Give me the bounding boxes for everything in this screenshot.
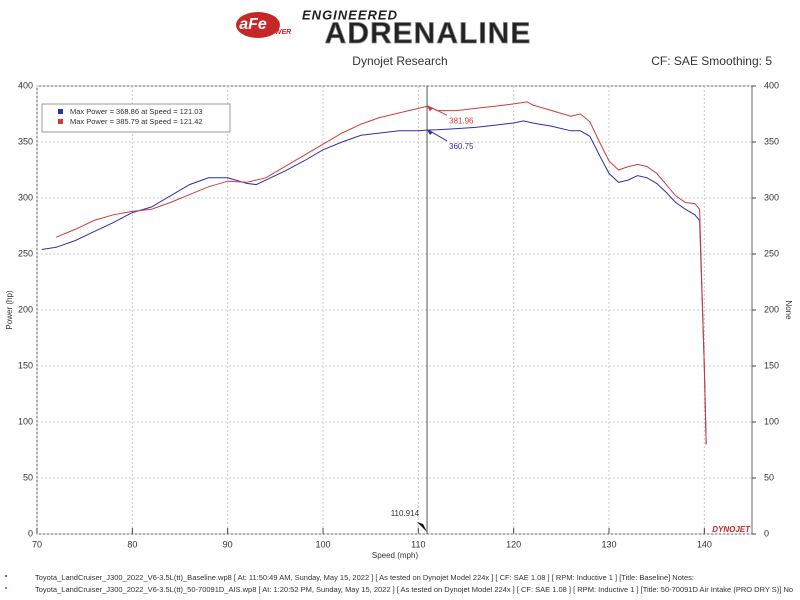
legend-label: Max Power = 368.86 at Speed = 121.03 bbox=[70, 107, 203, 116]
logo-sub: POWER bbox=[265, 29, 291, 36]
y-tick-label: 400 bbox=[18, 80, 33, 90]
y-tick-label: 200 bbox=[18, 304, 33, 314]
x-axis-label: Speed (mph) bbox=[372, 551, 419, 560]
footer-line: Toyota_LandCruiser_J300_2022_V6-3.5L(tt)… bbox=[35, 573, 694, 582]
y2-tick-label: 0 bbox=[764, 528, 769, 538]
x-tick-label: 70 bbox=[32, 539, 42, 549]
y2-tick-label: 150 bbox=[764, 360, 779, 370]
point-label-arrow bbox=[427, 129, 434, 135]
y-tick-label: 250 bbox=[18, 248, 33, 258]
legend-swatch bbox=[58, 109, 63, 114]
chart-title: Dynojet Research bbox=[352, 54, 447, 68]
y2-tick-label: 250 bbox=[764, 248, 779, 258]
x-tick-label: 90 bbox=[223, 539, 233, 549]
cursor-arrow bbox=[417, 522, 428, 532]
point-label: 360.75 bbox=[449, 142, 474, 151]
y2-tick-label: 50 bbox=[764, 472, 774, 482]
lines: 110.914 381.96 360.75 bbox=[41, 86, 707, 534]
legend-swatch bbox=[58, 119, 63, 124]
logo-text: aFe bbox=[239, 16, 267, 33]
y2-tick-label: 300 bbox=[764, 192, 779, 202]
y2-axis-label: None bbox=[784, 300, 793, 320]
legend: Max Power = 368.86 at Speed = 121.03Max … bbox=[41, 103, 231, 133]
logo: aFe POWER ENGINEERED ADRENALINE bbox=[236, 7, 532, 50]
x-tick-label: 100 bbox=[315, 539, 330, 549]
x-tick-label: 80 bbox=[127, 539, 137, 549]
point-label: 381.96 bbox=[449, 116, 474, 125]
brand: ADRENALINE bbox=[325, 17, 532, 50]
legend-label: Max Power = 385.79 at Speed = 121.42 bbox=[70, 117, 203, 126]
y-tick-label: 300 bbox=[18, 192, 33, 202]
x-tick-label: 130 bbox=[601, 539, 616, 549]
x-tick-label: 120 bbox=[506, 539, 521, 549]
y-tick-label: 350 bbox=[18, 136, 33, 146]
logo-badge bbox=[236, 12, 280, 38]
y-tick-label: 50 bbox=[23, 472, 33, 482]
footer-dot bbox=[5, 587, 7, 589]
legend-box bbox=[41, 103, 231, 133]
series-line bbox=[41, 120, 707, 445]
footer: Toyota_LandCruiser_J300_2022_V6-3.5L(tt)… bbox=[5, 573, 793, 594]
point-label-arrow bbox=[427, 106, 434, 112]
y-tick-label: 0 bbox=[28, 528, 33, 538]
cursor-label: 110.914 bbox=[391, 509, 420, 518]
y-tick-label: 150 bbox=[18, 360, 33, 370]
footer-line: Toyota_LandCruiser_J300_2022_V6-3.5L(tt)… bbox=[35, 585, 793, 594]
x-tick-label: 140 bbox=[697, 539, 712, 549]
watermark: DYNOJET bbox=[712, 525, 751, 534]
chart-subtitle: CF: SAE Smoothing: 5 bbox=[651, 54, 772, 68]
tagline: ENGINEERED bbox=[302, 7, 398, 22]
y2-tick-label: 100 bbox=[764, 416, 779, 426]
footer-dot bbox=[5, 575, 7, 577]
series-line bbox=[55, 101, 707, 445]
x-tick-label: 110 bbox=[411, 539, 425, 549]
y2-tick-label: 350 bbox=[764, 136, 779, 146]
y-tick-label: 100 bbox=[18, 416, 33, 426]
y2-tick-label: 200 bbox=[764, 304, 779, 314]
y2-tick-label: 400 bbox=[764, 80, 779, 90]
grid: 70 80 90 100 110 120 130 140 0 50 100 150 200 250 300 3… bbox=[18, 80, 779, 549]
y-axis-label: Power (hp) bbox=[5, 290, 14, 329]
